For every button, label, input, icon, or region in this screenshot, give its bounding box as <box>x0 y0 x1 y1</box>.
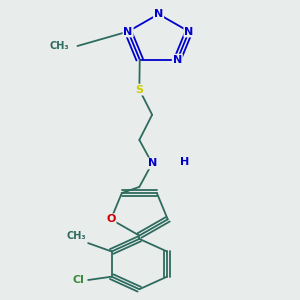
Text: N: N <box>184 26 194 37</box>
Text: N: N <box>173 55 182 64</box>
Text: H: H <box>180 157 189 167</box>
Text: Cl: Cl <box>72 275 84 285</box>
Text: N: N <box>148 158 157 168</box>
Text: N: N <box>124 26 133 37</box>
Text: O: O <box>106 214 116 224</box>
Text: N: N <box>154 9 163 19</box>
Text: CH₃: CH₃ <box>66 231 86 242</box>
Text: CH₃: CH₃ <box>49 41 69 51</box>
Text: S: S <box>135 85 143 94</box>
